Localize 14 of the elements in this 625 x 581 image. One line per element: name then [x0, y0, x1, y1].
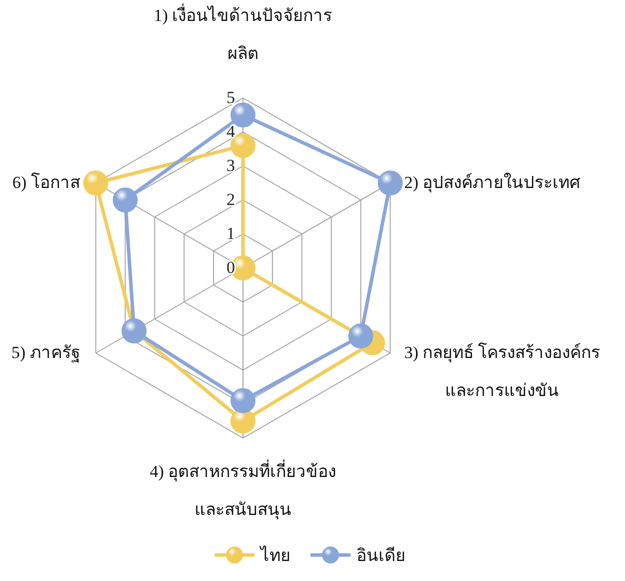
y-tick-label: 5: [226, 88, 235, 107]
spoke-label: 5) ภาครัฐ: [11, 343, 80, 363]
spoke-label: 1) เงื่อนไขด้านปัจจัยการ ผลิต: [154, 3, 332, 63]
legend-label: ไทย: [258, 545, 290, 565]
spoke-label: 4) อุตสาหกรรมที่เกี่ยวข้อง และสนับสนุน: [150, 459, 336, 520]
y-tick-label: 4: [226, 122, 236, 141]
spoke-label: 6) โอกาส: [12, 172, 81, 192]
y-tick-label: 1: [226, 224, 235, 243]
spoke-label: 3) กลยุทธ์ โครงสร้างองค์กร และการแข่งขัน: [404, 342, 600, 400]
legend-label: อินเดีย: [356, 546, 406, 565]
spoke-label: 2) อุปสงค์ภายในประเทศ: [404, 172, 581, 193]
y-tick-label: 2: [226, 190, 235, 209]
y-tick-label: 3: [226, 156, 235, 175]
y-tick-label: 0: [226, 258, 235, 277]
